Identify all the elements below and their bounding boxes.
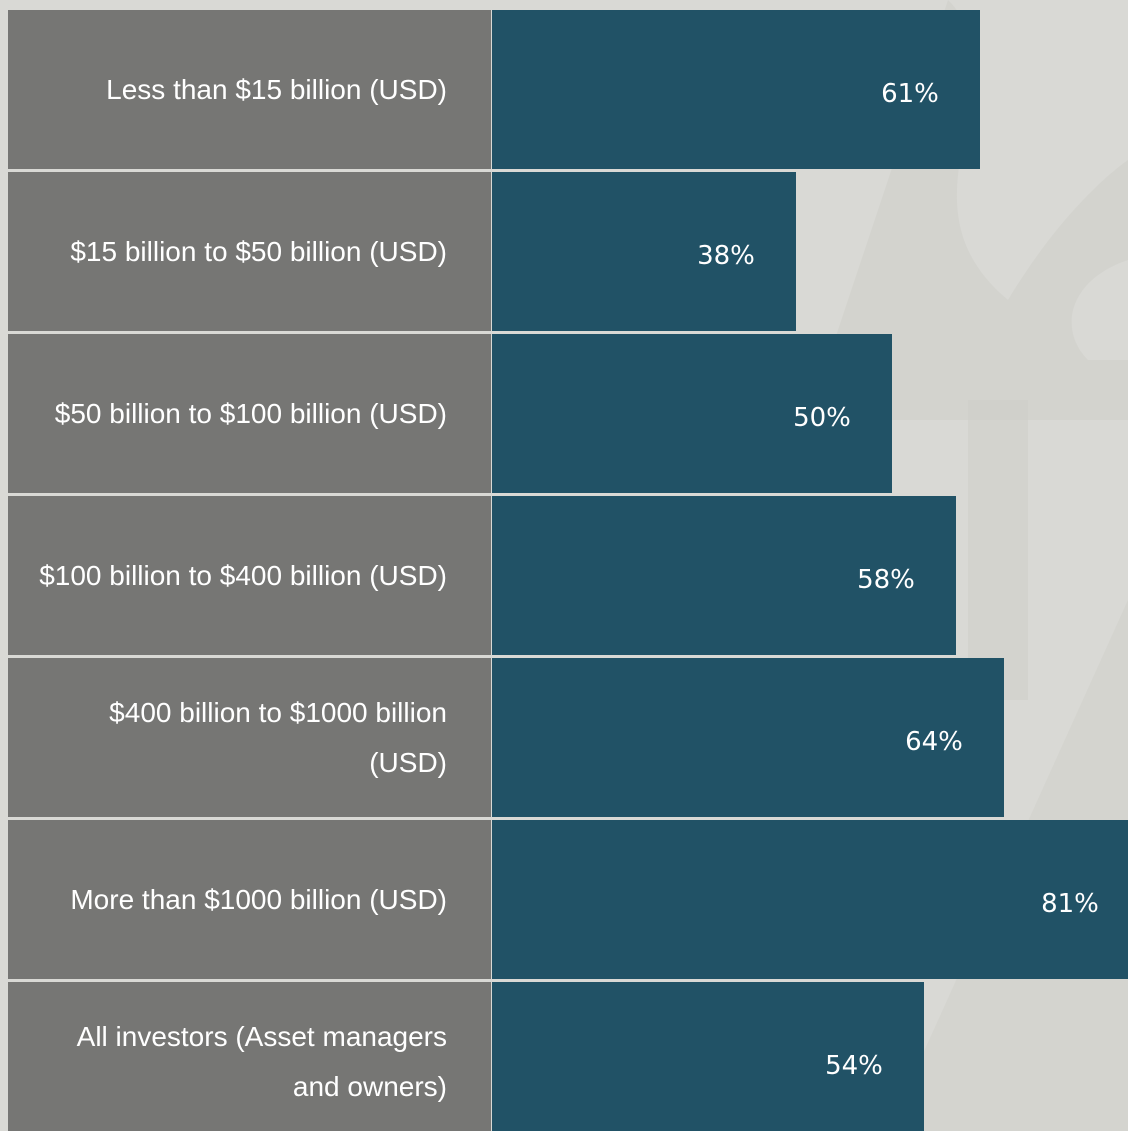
category-label: $15 billion to $50 billion (USD) [35, 227, 447, 277]
bar-row: $100 billion to $400 billion (USD) 58% [8, 496, 1128, 655]
value-label: 38% [697, 172, 755, 331]
category-label: Less than $15 billion (USD) [35, 65, 447, 115]
category-cell: $100 billion to $400 billion (USD) [8, 496, 491, 655]
category-cell: $15 billion to $50 billion (USD) [8, 172, 491, 331]
bar-row: Less than $15 billion (USD) 61% [8, 10, 1128, 169]
category-label: All investors (Asset managers and owners… [35, 1012, 447, 1112]
category-cell: All investors (Asset managers and owners… [8, 982, 491, 1131]
category-label: $400 billion to $1000 billion (USD) [35, 688, 447, 788]
value-label: 58% [857, 496, 915, 655]
value-label: 61% [881, 10, 939, 169]
bar [492, 820, 1128, 979]
category-cell: $400 billion to $1000 billion (USD) [8, 658, 491, 817]
category-label: $50 billion to $100 billion (USD) [35, 389, 447, 439]
value-label: 81% [1041, 820, 1099, 979]
bar-row: $15 billion to $50 billion (USD) 38% [8, 172, 1128, 331]
value-label: 50% [793, 334, 851, 493]
category-cell: More than $1000 billion (USD) [8, 820, 491, 979]
chart: Less than $15 billion (USD)61%$15 billio… [0, 10, 1128, 1131]
bar-row: $50 billion to $100 billion (USD) 50% [8, 334, 1128, 493]
category-cell: Less than $15 billion (USD) [8, 10, 491, 169]
page: Less than $15 billion (USD)61%$15 billio… [0, 0, 1128, 1131]
value-label: 54% [825, 982, 883, 1131]
bar-row: More than $1000 billion (USD) 81% [8, 820, 1128, 979]
category-cell: $50 billion to $100 billion (USD) [8, 334, 491, 493]
category-label: More than $1000 billion (USD) [35, 875, 447, 925]
value-label: 64% [905, 658, 963, 817]
bar-row: All investors (Asset managers and owners… [8, 982, 1128, 1131]
bar-row: $400 billion to $1000 billion (USD) 64% [8, 658, 1128, 817]
category-label: $100 billion to $400 billion (USD) [35, 551, 447, 601]
